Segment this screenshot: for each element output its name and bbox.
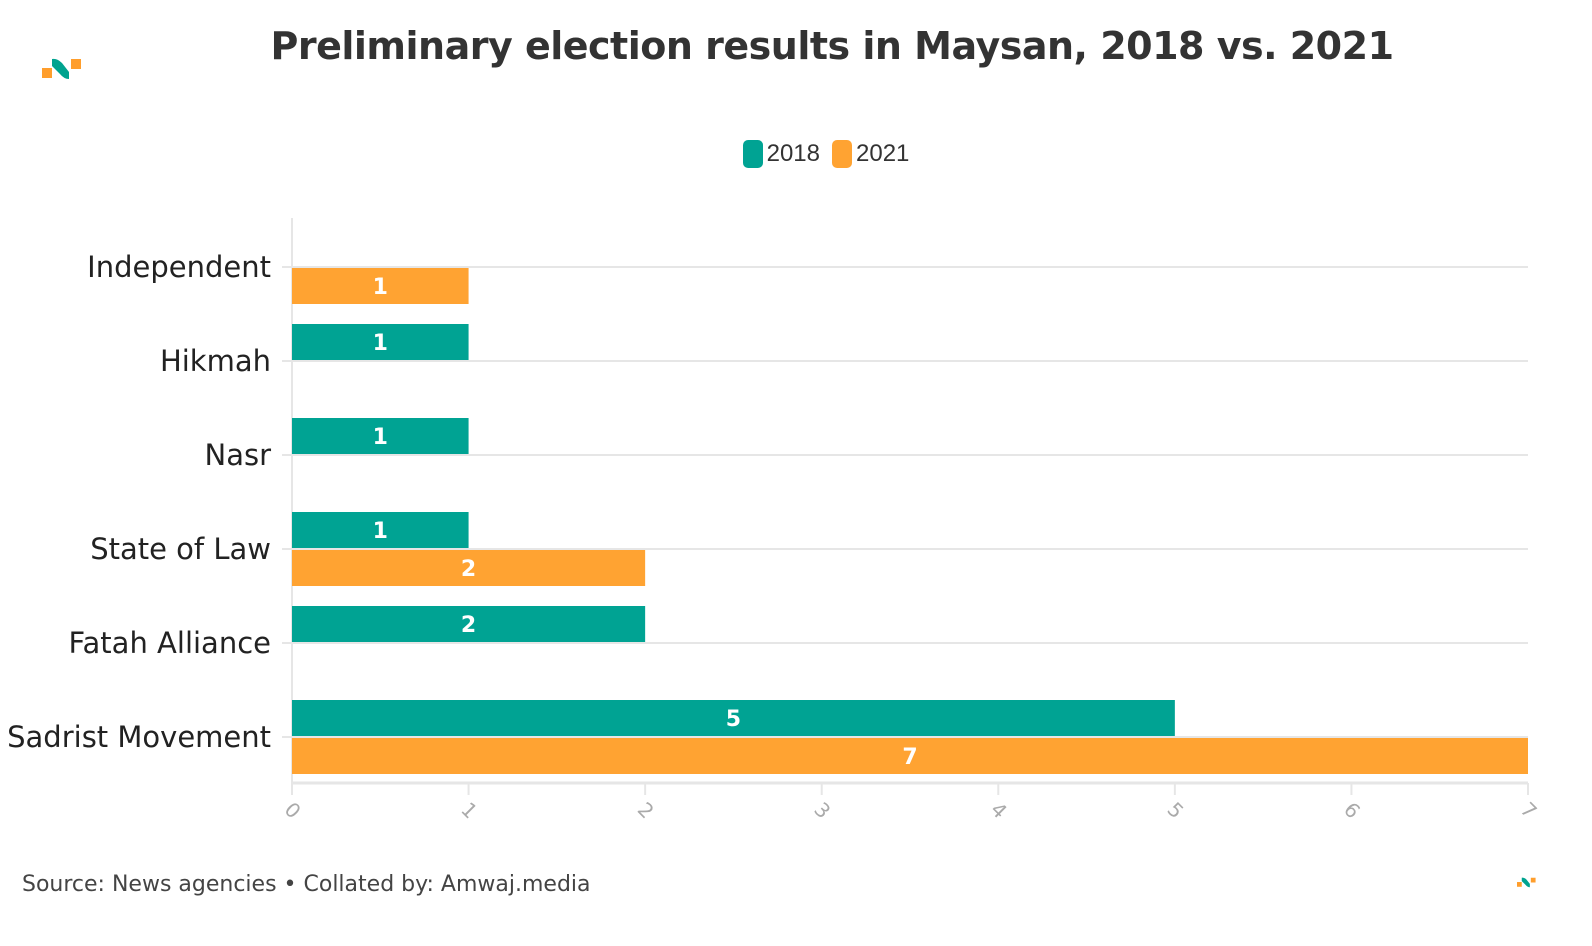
legend-item-2018[interactable]: 2018 <box>742 140 820 168</box>
category-label: Sadrist Movement <box>7 720 271 754</box>
amwaj-logo-small-icon <box>1517 877 1536 888</box>
bar-2018 <box>292 512 469 548</box>
category-label: Independent <box>87 250 271 284</box>
x-tick-label: 2 <box>633 797 659 823</box>
legend-label-2018: 2018 <box>766 140 820 167</box>
bar-value-label: 2 <box>461 613 476 638</box>
chart-title: Preliminary election results in Maysan, … <box>270 24 1394 68</box>
x-tick-label: 5 <box>1163 797 1189 823</box>
bar-2021 <box>292 738 1528 774</box>
x-tick-label: 3 <box>809 797 835 823</box>
category-label: Hikmah <box>160 344 271 378</box>
bar-value-label: 7 <box>902 745 917 770</box>
legend: 2018 2021 <box>0 140 1592 168</box>
category-label: Fatah Alliance <box>69 626 271 660</box>
legend-item-2021[interactable]: 2021 <box>832 140 909 168</box>
bar-2018 <box>292 418 469 454</box>
legend-swatch-2018 <box>742 140 763 168</box>
bar-value-label: 5 <box>726 707 741 732</box>
bar-value-label: 1 <box>373 519 388 544</box>
x-tick-label: 1 <box>456 797 482 823</box>
x-tick-label: 7 <box>1516 797 1542 823</box>
legend-label-2021: 2021 <box>856 140 910 167</box>
amwaj-logo-icon <box>42 58 81 79</box>
source-note: Source: News agencies • Collated by: Amw… <box>22 872 591 897</box>
bar-value-label: 2 <box>461 557 476 582</box>
bar-2018 <box>292 700 1175 736</box>
bar-2021 <box>292 550 646 586</box>
x-tick-label: 4 <box>986 797 1012 823</box>
bar-2018 <box>292 324 469 360</box>
bar-2021 <box>292 268 469 304</box>
x-tick-label: 6 <box>1339 797 1365 823</box>
bar-value-label: 1 <box>373 331 388 356</box>
bar-value-label: 1 <box>373 275 388 300</box>
legend-swatch-2021 <box>832 140 852 168</box>
x-tick-label: 0 <box>280 797 306 823</box>
category-label: Nasr <box>205 438 272 472</box>
category-label: State of Law <box>90 532 271 566</box>
bar-value-label: 1 <box>373 425 388 450</box>
bar-2018 <box>292 606 646 642</box>
